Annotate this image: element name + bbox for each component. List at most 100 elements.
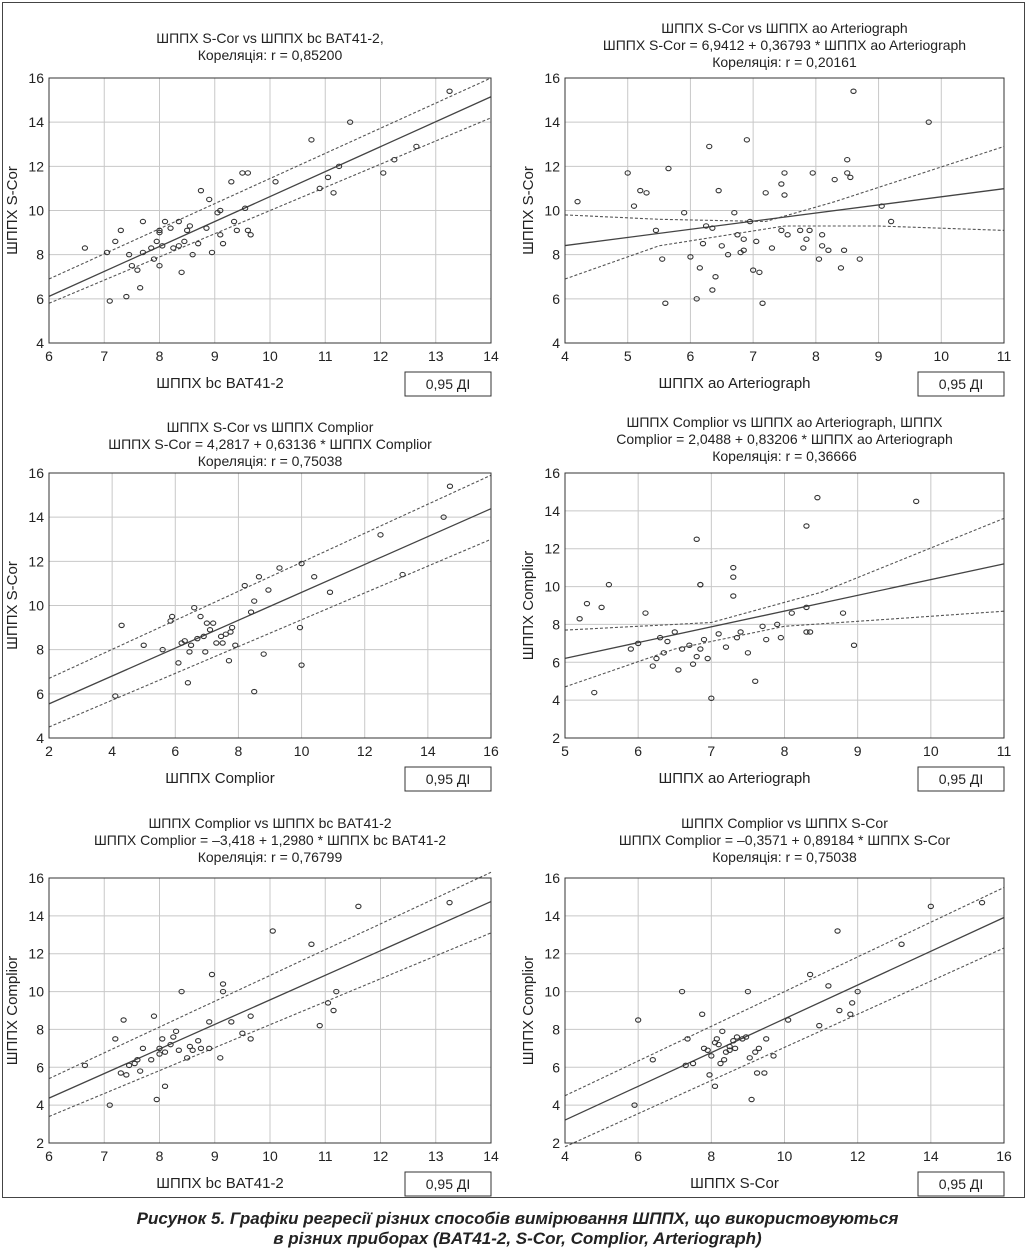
data-point <box>230 218 238 225</box>
ci-legend-box <box>917 766 1005 792</box>
data-point <box>330 1007 337 1014</box>
data-point <box>316 1022 323 1029</box>
data-point <box>103 249 111 256</box>
data-point <box>660 650 667 656</box>
data-point <box>217 232 224 238</box>
chart-title-line: ШППХ S-Cor vs ШППХ ao Arteriograph <box>661 20 907 36</box>
data-point <box>659 256 666 262</box>
data-point <box>697 646 704 652</box>
y-tick-label: 4 <box>36 335 44 351</box>
x-axis-label: ШППХ bc BAT41-2 <box>156 1175 284 1192</box>
data-point <box>446 88 453 95</box>
data-point <box>720 1056 728 1063</box>
data-point <box>175 243 182 249</box>
data-point <box>106 298 113 304</box>
data-point <box>768 245 776 251</box>
data-point <box>678 646 686 652</box>
y-tick-label: 14 <box>544 114 560 130</box>
data-point <box>704 655 711 662</box>
data-point <box>260 651 267 657</box>
y-tick-label: 16 <box>544 465 560 481</box>
data-point <box>203 225 210 231</box>
data-point <box>839 610 847 616</box>
y-tick-label: 4 <box>552 335 560 351</box>
ci-legend-box <box>404 766 492 792</box>
ci-legend-box <box>917 1171 1005 1197</box>
data-point <box>228 179 235 185</box>
data-point <box>225 657 233 664</box>
data-point <box>816 1022 823 1029</box>
data-point <box>206 196 213 203</box>
data-point <box>693 296 700 302</box>
y-tick-label: 8 <box>36 642 44 658</box>
x-tick-label: 13 <box>428 1148 444 1164</box>
ci-upper-curve <box>48 474 492 679</box>
data-point <box>139 1045 147 1052</box>
figure-caption-line-1: Рисунок 5. Графіки регресії різних спосо… <box>136 1209 899 1228</box>
y-axis-label: ШППХ Complior <box>520 551 537 661</box>
data-point <box>631 1102 638 1108</box>
data-point <box>123 293 130 300</box>
data-point <box>117 1070 124 1076</box>
data-point <box>598 604 605 611</box>
x-tick-label: 2 <box>45 743 53 759</box>
data-point <box>161 1083 169 1089</box>
data-point <box>191 604 198 611</box>
x-tick-label: 6 <box>634 1148 642 1164</box>
data-point <box>837 265 845 271</box>
data-point <box>168 613 176 620</box>
data-point <box>156 229 163 236</box>
y-tick-label: 14 <box>544 908 560 924</box>
data-point <box>159 1036 166 1042</box>
data-point <box>175 660 182 666</box>
x-tick-label: 14 <box>420 743 436 759</box>
x-tick-label: 14 <box>483 1148 499 1164</box>
data-point <box>756 269 763 276</box>
chart-title-line: ШППХ Complior = –3,418 + 1,2980 * ШППХ b… <box>94 832 446 848</box>
plot-frame <box>48 877 492 1144</box>
data-point <box>715 187 722 194</box>
x-tick-label: 6 <box>45 1148 53 1164</box>
x-axis-label: ШППХ ao Arteriograph <box>658 375 810 392</box>
x-tick-label: 14 <box>483 348 499 364</box>
data-point <box>856 256 863 262</box>
data-point <box>752 678 759 684</box>
data-point <box>681 209 688 216</box>
x-tick-label: 12 <box>357 743 373 759</box>
ci-legend-label: 0,95 ДІ <box>426 1176 471 1192</box>
data-point <box>748 1096 755 1103</box>
chart-title-line: ШППХ S-Cor vs ШППХ bc BAT41-2, <box>156 30 383 46</box>
regression-line <box>48 96 492 297</box>
data-point <box>228 1019 235 1025</box>
x-tick-label: 7 <box>749 348 757 364</box>
x-tick-label: 11 <box>318 1148 333 1164</box>
data-point <box>662 300 669 306</box>
data-point <box>713 1036 720 1042</box>
data-point <box>184 680 192 686</box>
y-tick-label: 2 <box>36 1135 44 1151</box>
x-tick-label: 6 <box>687 348 695 364</box>
y-axis-label: ШППХ S-Cor <box>4 166 21 255</box>
data-point <box>834 928 841 934</box>
data-point <box>210 620 217 626</box>
data-point <box>167 225 174 231</box>
data-point <box>440 514 447 520</box>
data-point <box>840 247 848 254</box>
data-point <box>183 1055 191 1061</box>
y-axis-label: ШППХ Complior <box>4 956 21 1066</box>
y-tick-label: 10 <box>28 984 44 1000</box>
data-point <box>251 688 258 695</box>
y-tick-label: 12 <box>28 553 44 569</box>
x-tick-label: 11 <box>318 348 333 364</box>
y-tick-label: 14 <box>544 503 560 519</box>
data-point <box>635 1017 642 1023</box>
data-point <box>399 571 406 578</box>
data-point <box>730 574 737 580</box>
ci-lower-curve <box>564 947 1005 1148</box>
ci-upper-curve <box>564 887 1005 1097</box>
chart-title-line: Кореляція: r = 0,76799 <box>198 849 343 865</box>
data-point <box>197 187 205 194</box>
plot-frame <box>564 472 1005 739</box>
x-tick-label: 16 <box>483 743 499 759</box>
x-tick-label: 4 <box>561 1148 569 1164</box>
